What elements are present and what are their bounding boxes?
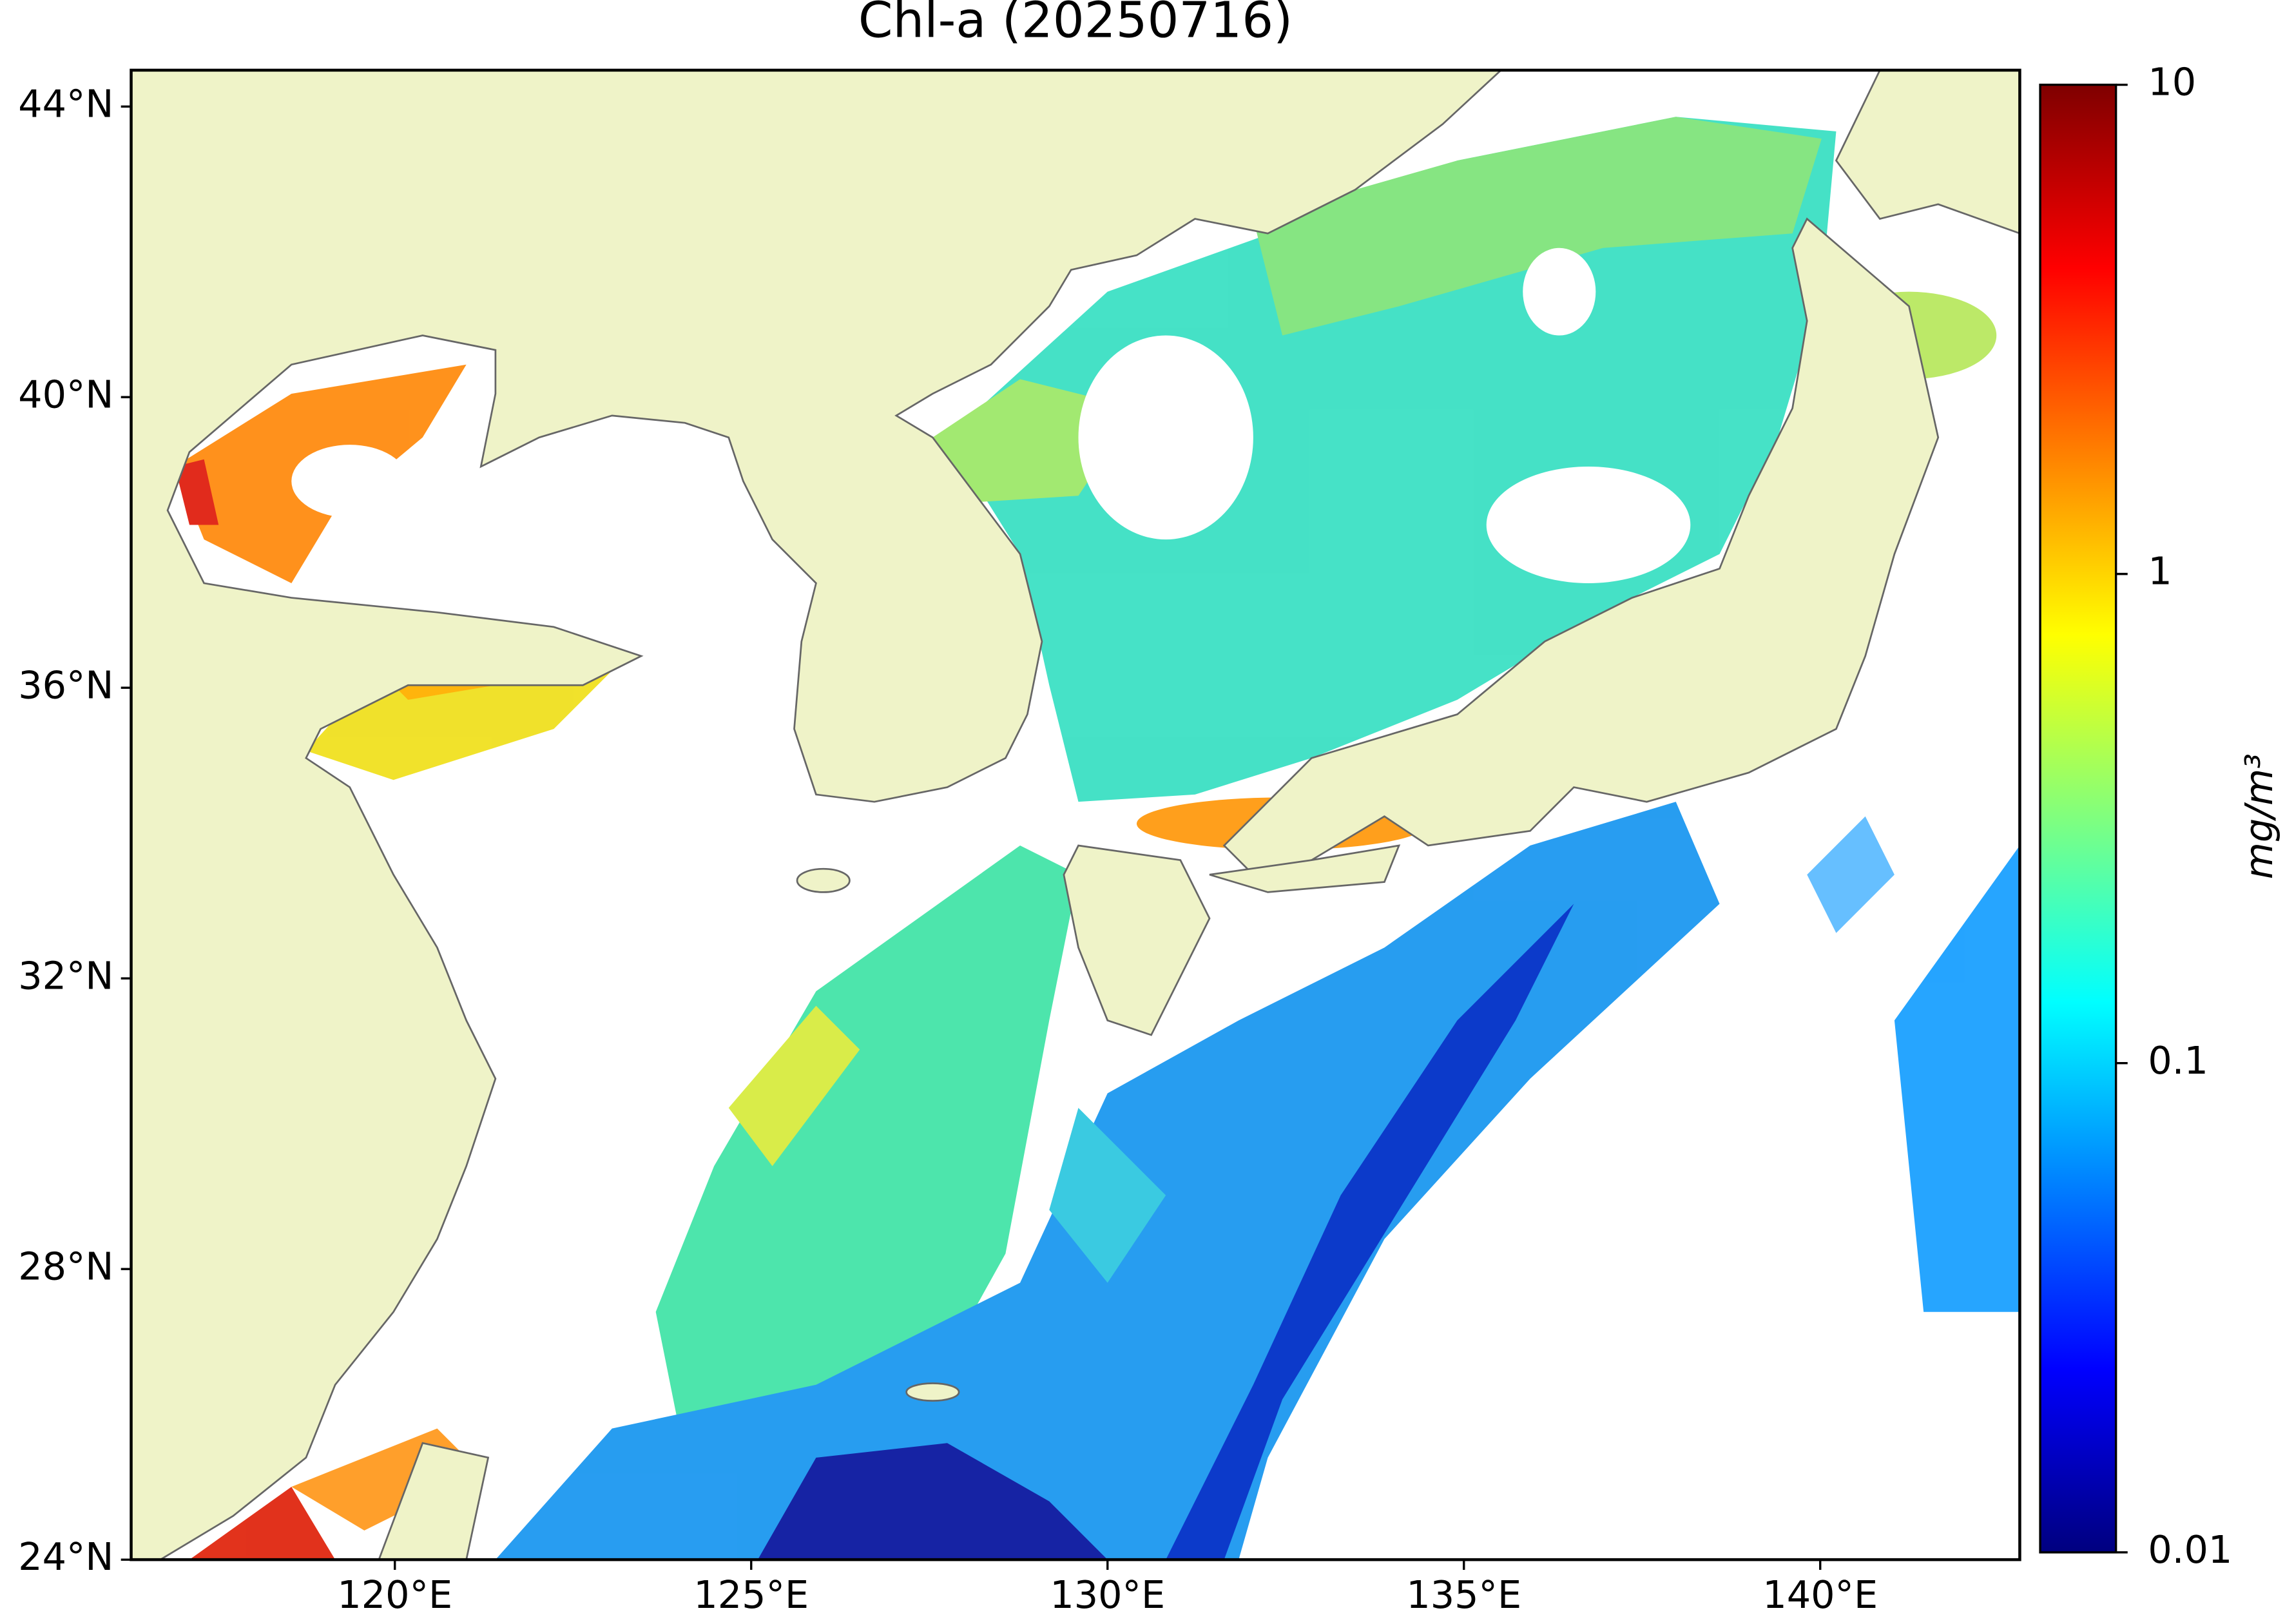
- taiwan: [378, 1442, 490, 1560]
- shikoku: [1209, 844, 1401, 893]
- honshu: [1222, 217, 1940, 876]
- y-tick-label: 40°N: [18, 372, 113, 416]
- map-area: [131, 70, 2020, 1560]
- colorbar-tick-label: 10: [2148, 60, 2196, 104]
- x-tick-label: 130°E: [1050, 1572, 1165, 1617]
- map-title: Chl-a (20250716): [858, 0, 1293, 50]
- axes: 120°E 125°E 130°E 135°E 140°E 24°N 28°N 32°N 36°…: [18, 60, 2232, 1617]
- jeju: [796, 867, 851, 893]
- x-tick-label: 140°E: [1762, 1572, 1878, 1617]
- y-tick-label: 32°N: [18, 953, 113, 998]
- y-tick-label: 44°N: [18, 81, 113, 126]
- y-tick-label: 24°N: [18, 1534, 113, 1579]
- colorbar-tick-label: 1: [2148, 549, 2172, 594]
- x-tick-label: 135°E: [1406, 1572, 1521, 1617]
- colorbar-label: mg/m³: [2237, 753, 2281, 879]
- map-frame: [130, 68, 2021, 1561]
- okinawa: [905, 1382, 960, 1402]
- colorbar-tick-label: 0.01: [2148, 1527, 2232, 1572]
- y-tick-label: 36°N: [18, 662, 113, 707]
- x-tick-label: 120°E: [337, 1572, 452, 1617]
- kyushu: [1063, 844, 1211, 1036]
- colorbar-tick-label: 0.1: [2148, 1038, 2208, 1083]
- y-tick-label: 28°N: [18, 1244, 113, 1288]
- hokkaido: [1835, 70, 2020, 235]
- chlorophyll-field: [175, 117, 2020, 1560]
- colorbar: [2039, 83, 2117, 1554]
- mainland: [131, 70, 1503, 1560]
- x-tick-label: 125°E: [693, 1572, 809, 1617]
